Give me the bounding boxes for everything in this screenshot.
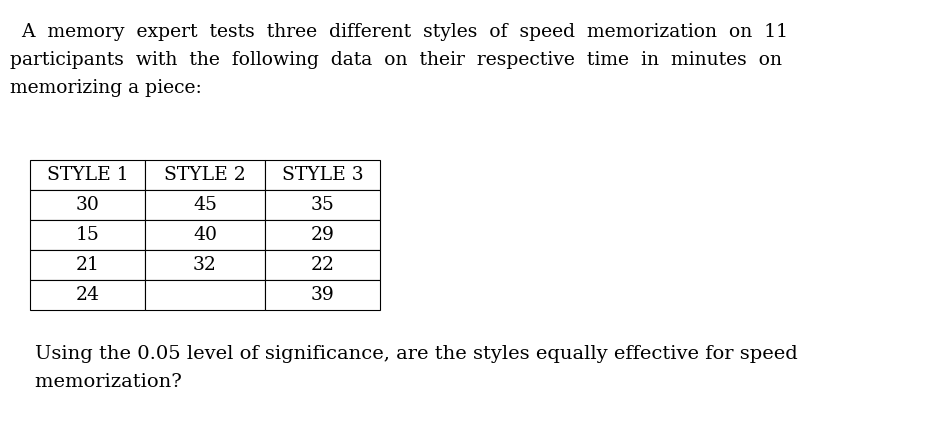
Text: memorizing a piece:: memorizing a piece: (10, 79, 201, 97)
Text: Using the 0.05 level of significance, are the styles equally effective for speed: Using the 0.05 level of significance, ar… (10, 345, 797, 363)
Text: 29: 29 (310, 226, 334, 244)
Bar (30, 220, 145, 250)
Bar (145, 220, 264, 250)
Bar (145, 190, 264, 220)
Text: 21: 21 (75, 256, 99, 274)
Bar (145, 160, 264, 190)
Text: STYLE 3: STYLE 3 (281, 166, 363, 184)
Text: 35: 35 (310, 196, 334, 214)
Text: 32: 32 (193, 256, 217, 274)
Text: participants  with  the  following  data  on  their  respective  time  in  minut: participants with the following data on … (10, 51, 781, 69)
Bar (264, 160, 380, 190)
Bar (30, 280, 145, 310)
Text: STYLE 2: STYLE 2 (164, 166, 246, 184)
Text: 39: 39 (310, 286, 334, 304)
Text: 15: 15 (75, 226, 99, 244)
Text: 24: 24 (75, 286, 99, 304)
Text: 22: 22 (310, 256, 334, 274)
Text: 45: 45 (193, 196, 217, 214)
Bar (264, 190, 380, 220)
Text: memorization?: memorization? (10, 373, 182, 391)
Bar (264, 280, 380, 310)
Text: 40: 40 (193, 226, 217, 244)
Bar (264, 250, 380, 280)
Text: 30: 30 (75, 196, 99, 214)
Bar (145, 280, 264, 310)
Text: A  memory  expert  tests  three  different  styles  of  speed  memorization  on : A memory expert tests three different st… (10, 23, 787, 41)
Bar (30, 160, 145, 190)
Bar (30, 190, 145, 220)
Bar (264, 220, 380, 250)
Bar (30, 250, 145, 280)
Bar (145, 250, 264, 280)
Text: STYLE 1: STYLE 1 (46, 166, 128, 184)
